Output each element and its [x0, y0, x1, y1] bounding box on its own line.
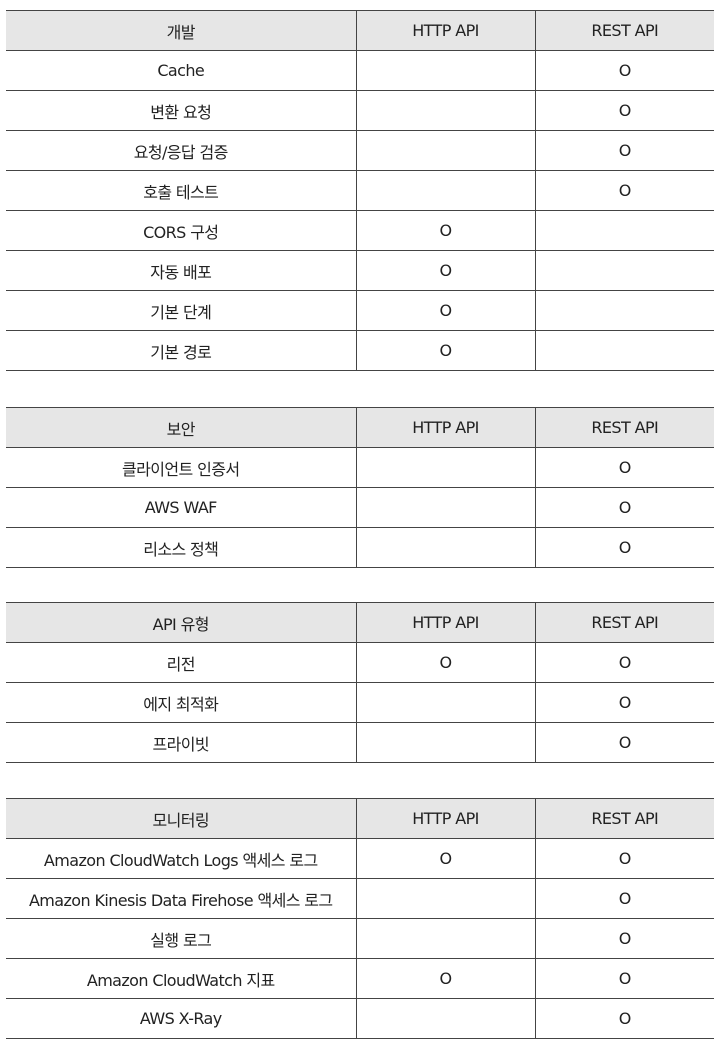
- section-title: 개발: [6, 10, 357, 51]
- feature-cell: AWS WAF: [6, 487, 357, 528]
- http-api-header: HTTP API: [355, 407, 536, 448]
- table-row: CORS 구성 O: [6, 210, 714, 251]
- http-support-cell: [355, 50, 536, 91]
- feature-cell: Amazon CloudWatch Logs 액세스 로그: [6, 838, 357, 879]
- feature-cell: 기본 경로: [6, 330, 357, 371]
- rest-support-cell: O: [534, 918, 714, 959]
- rest-support-cell: O: [534, 878, 714, 919]
- table-row: AWS X-Ray O: [6, 998, 714, 1039]
- feature-cell: Amazon CloudWatch 지표: [6, 958, 357, 999]
- rest-support-cell: O: [534, 838, 714, 879]
- http-api-header: HTTP API: [355, 798, 536, 839]
- rest-support-cell: [534, 250, 714, 291]
- feature-cell: 호출 테스트: [6, 170, 357, 211]
- table-row: 리소스 정책 O: [6, 527, 714, 568]
- http-support-cell: [355, 918, 536, 959]
- table-row: AWS WAF O: [6, 487, 714, 528]
- rest-support-cell: O: [534, 90, 714, 131]
- feature-cell: Cache: [6, 50, 357, 91]
- comparison-table-api-type: API 유형 HTTP API REST API 리전 O O 에지 최적화 O 프라…: [6, 602, 714, 763]
- section-title: 모니터링: [6, 798, 357, 839]
- table-row: Amazon CloudWatch 지표 O O: [6, 958, 714, 999]
- feature-cell: 클라이언트 인증서: [6, 447, 357, 488]
- section-title: 보안: [6, 407, 357, 448]
- table-row: Amazon CloudWatch Logs 액세스 로그 O O: [6, 838, 714, 879]
- http-support-cell: [355, 447, 536, 488]
- rest-support-cell: O: [534, 130, 714, 171]
- http-api-header: HTTP API: [355, 602, 536, 643]
- http-support-cell: [355, 527, 536, 568]
- rest-support-cell: O: [534, 998, 714, 1039]
- rest-support-cell: O: [534, 722, 714, 763]
- table-header-row: 보안 HTTP API REST API: [6, 407, 714, 448]
- feature-cell: CORS 구성: [6, 210, 357, 251]
- rest-support-cell: O: [534, 170, 714, 211]
- feature-cell: 리소스 정책: [6, 527, 357, 568]
- feature-cell: Amazon Kinesis Data Firehose 액세스 로그: [6, 878, 357, 919]
- table-row: Cache O: [6, 50, 714, 91]
- http-support-cell: [355, 722, 536, 763]
- table-row: Amazon Kinesis Data Firehose 액세스 로그 O: [6, 878, 714, 919]
- table-row: 기본 경로 O: [6, 330, 714, 371]
- rest-support-cell: O: [534, 527, 714, 568]
- rest-support-cell: [534, 290, 714, 331]
- feature-cell: 변환 요청: [6, 90, 357, 131]
- comparison-table-development: 개발 HTTP API REST API Cache O 변환 요청 O 요청/응답…: [6, 10, 714, 371]
- http-support-cell: O: [355, 250, 536, 291]
- section-title: API 유형: [6, 602, 357, 643]
- feature-cell: AWS X-Ray: [6, 998, 357, 1039]
- http-support-cell: O: [355, 958, 536, 999]
- feature-cell: 리전: [6, 642, 357, 683]
- table-row: 변환 요청 O: [6, 90, 714, 131]
- feature-cell: 실행 로그: [6, 918, 357, 959]
- http-support-cell: O: [355, 838, 536, 879]
- comparison-table-security: 보안 HTTP API REST API 클라이언트 인증서 O AWS WAF O…: [6, 407, 714, 568]
- http-support-cell: O: [355, 642, 536, 683]
- table-header-row: 개발 HTTP API REST API: [6, 10, 714, 51]
- table-row: 실행 로그 O: [6, 918, 714, 959]
- table-row: 프라이빗 O: [6, 722, 714, 763]
- table-header-row: API 유형 HTTP API REST API: [6, 602, 714, 643]
- rest-api-header: REST API: [534, 407, 714, 448]
- http-api-header: HTTP API: [355, 10, 536, 51]
- http-support-cell: [355, 90, 536, 131]
- feature-cell: 에지 최적화: [6, 682, 357, 723]
- rest-api-header: REST API: [534, 798, 714, 839]
- comparison-table-monitoring: 모니터링 HTTP API REST API Amazon CloudWatch…: [6, 798, 714, 1039]
- table-row: 요청/응답 검증 O: [6, 130, 714, 171]
- http-support-cell: [355, 130, 536, 171]
- http-support-cell: [355, 487, 536, 528]
- rest-support-cell: O: [534, 487, 714, 528]
- rest-support-cell: [534, 210, 714, 251]
- rest-api-header: REST API: [534, 10, 714, 51]
- http-support-cell: [355, 682, 536, 723]
- feature-cell: 기본 단계: [6, 290, 357, 331]
- http-support-cell: O: [355, 210, 536, 251]
- rest-support-cell: O: [534, 958, 714, 999]
- feature-cell: 요청/응답 검증: [6, 130, 357, 171]
- rest-support-cell: O: [534, 447, 714, 488]
- rest-support-cell: O: [534, 682, 714, 723]
- http-support-cell: [355, 170, 536, 211]
- table-header-row: 모니터링 HTTP API REST API: [6, 798, 714, 839]
- table-row: 에지 최적화 O: [6, 682, 714, 723]
- rest-support-cell: O: [534, 50, 714, 91]
- feature-cell: 자동 배포: [6, 250, 357, 291]
- http-support-cell: O: [355, 290, 536, 331]
- table-row: 호출 테스트 O: [6, 170, 714, 211]
- table-row: 자동 배포 O: [6, 250, 714, 291]
- table-row: 클라이언트 인증서 O: [6, 447, 714, 488]
- rest-api-header: REST API: [534, 602, 714, 643]
- http-support-cell: [355, 998, 536, 1039]
- table-row: 기본 단계 O: [6, 290, 714, 331]
- rest-support-cell: O: [534, 642, 714, 683]
- table-row: 리전 O O: [6, 642, 714, 683]
- http-support-cell: O: [355, 330, 536, 371]
- rest-support-cell: [534, 330, 714, 371]
- feature-cell: 프라이빗: [6, 722, 357, 763]
- http-support-cell: [355, 878, 536, 919]
